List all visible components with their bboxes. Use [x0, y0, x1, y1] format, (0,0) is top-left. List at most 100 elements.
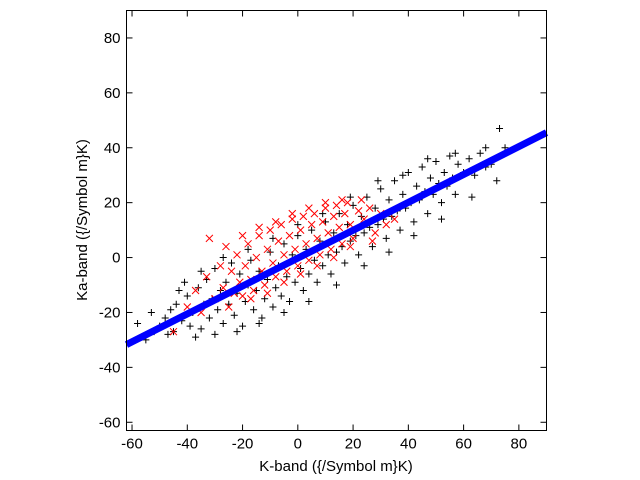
- data-point-s1-15: [244, 239, 252, 248]
- data-point-s0-74: [368, 243, 376, 251]
- data-point-s1-17: [249, 286, 258, 295]
- data-point-s0-127: [280, 308, 288, 316]
- x-tick-label-3: 0: [294, 436, 302, 453]
- data-point-s1-3: [191, 286, 200, 295]
- data-point-s0-120: [197, 267, 205, 275]
- data-point-s0-79: [382, 234, 390, 242]
- data-point-s0-125: [255, 319, 263, 327]
- data-point-s1-19: [255, 231, 263, 240]
- data-point-s1-64: [246, 294, 255, 303]
- data-point-s1-61: [222, 242, 230, 251]
- data-point-s0-59: [327, 270, 335, 278]
- data-point-s0-15: [205, 314, 213, 322]
- data-point-s1-60: [390, 215, 399, 223]
- data-point-s0-143: [493, 177, 501, 185]
- data-point-s0-122: [219, 254, 227, 262]
- data-point-s1-72: [313, 261, 322, 270]
- data-point-s0-31: [250, 306, 258, 314]
- data-point-s0-109: [476, 149, 484, 157]
- data-point-s0-136: [399, 171, 407, 179]
- data-point-s0-121: [211, 330, 219, 338]
- data-point-s1-40: [313, 234, 322, 243]
- data-point-s0-4: [167, 306, 175, 314]
- data-point-s0-118: [192, 333, 200, 341]
- data-point-s1-29: [282, 267, 291, 276]
- data-point-s0-27: [239, 322, 247, 330]
- data-point-s0-102: [446, 152, 454, 160]
- data-point-s1-53: [349, 234, 357, 243]
- data-point-s0-52: [308, 226, 316, 234]
- data-point-s1-41: [316, 250, 324, 259]
- data-point-s0-105: [454, 160, 462, 168]
- data-point-s1-35: [299, 212, 308, 221]
- data-point-s0-76: [374, 221, 382, 229]
- data-point-s1-69: [288, 209, 297, 218]
- data-point-s1-31: [288, 215, 297, 223]
- data-point-s1-70: [296, 270, 305, 278]
- data-point-s1-28: [280, 250, 288, 259]
- data-point-s0-89: [410, 218, 418, 226]
- data-point-s0-139: [438, 215, 445, 223]
- data-point-s1-30: [285, 231, 294, 240]
- data-point-s1-8: [219, 283, 228, 292]
- data-point-s1-5: [202, 272, 211, 281]
- data-point-s1-59: [382, 220, 391, 229]
- data-point-s1-67: [271, 218, 280, 226]
- data-point-s1-49: [338, 239, 346, 248]
- data-point-s0-142: [482, 144, 490, 152]
- data-point-s1-75: [338, 196, 346, 204]
- data-point-s1-14: [241, 261, 250, 270]
- data-point-s1-13: [238, 292, 247, 300]
- data-point-s0-100: [440, 168, 448, 176]
- data-point-s1-74: [329, 253, 338, 262]
- y-tick-label-3: 0: [112, 250, 120, 267]
- fit-line-layer: [124, 129, 549, 348]
- data-point-s1-78: [368, 237, 377, 245]
- data-point-s1-43: [321, 204, 330, 213]
- data-point-s0-114: [134, 319, 142, 327]
- data-point-s0-99: [438, 199, 445, 207]
- data-point-s1-50: [340, 209, 349, 218]
- data-point-s1-7: [216, 261, 225, 270]
- plot-frame: [126, 10, 547, 431]
- data-point-s0-129: [305, 297, 313, 305]
- data-point-s0-46: [291, 278, 299, 286]
- data-point-s0-107: [465, 155, 473, 163]
- data-point-s0-115: [147, 308, 155, 316]
- data-point-s0-34: [258, 314, 266, 322]
- data-point-s0-131: [333, 281, 340, 289]
- data-point-s1-26: [274, 237, 283, 245]
- data-point-s0-119: [181, 278, 189, 286]
- data-point-s1-65: [255, 223, 263, 232]
- data-point-s0-56: [319, 262, 327, 270]
- data-point-s1-27: [277, 220, 286, 229]
- data-point-s1-42: [318, 218, 327, 226]
- data-point-s1-63: [238, 231, 247, 240]
- y-tick-label-1: -40: [99, 359, 121, 376]
- data-point-s1-32: [291, 245, 299, 254]
- x-axis-label: K-band ({/Symbol m}K): [259, 458, 412, 475]
- data-point-s0-38: [269, 303, 277, 311]
- y-tick-label-2: -20: [99, 304, 121, 321]
- data-point-s0-39: [272, 284, 280, 292]
- data-point-s0-69: [355, 251, 363, 259]
- data-point-s0-18: [214, 306, 222, 314]
- data-point-s0-94: [424, 210, 432, 218]
- data-point-s1-76: [346, 242, 355, 251]
- data-point-s0-9: [186, 322, 194, 330]
- x-tick-label-6: 60: [455, 436, 472, 453]
- data-point-s0-90: [413, 182, 421, 190]
- data-point-s0-97: [432, 157, 440, 165]
- data-point-s1-51: [343, 198, 352, 207]
- data-point-s0-26: [236, 270, 244, 278]
- data-point-s0-23: [228, 259, 235, 267]
- x-tick-label-5: 40: [400, 436, 417, 453]
- x-tick-label-2: -20: [232, 436, 254, 453]
- data-point-s1-57: [371, 228, 380, 237]
- data-point-s0-75: [371, 204, 379, 212]
- data-point-s0-138: [424, 155, 432, 163]
- data-point-s0-137: [410, 232, 418, 240]
- data-point-s1-54: [354, 207, 363, 215]
- data-point-s1-10: [227, 267, 236, 276]
